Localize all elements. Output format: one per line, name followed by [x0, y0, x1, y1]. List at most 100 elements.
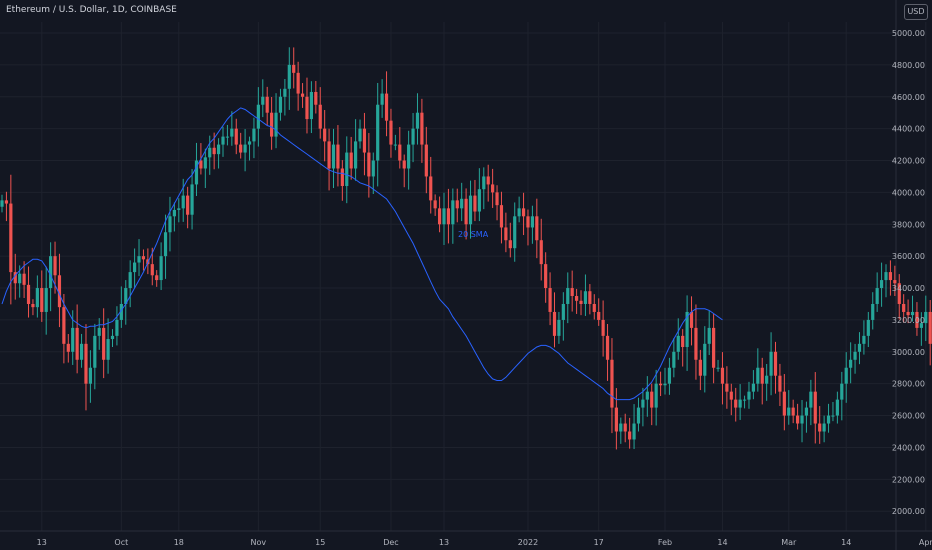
candle-body [720, 367, 725, 384]
candle-body [318, 104, 322, 129]
candle-body [879, 280, 884, 289]
candle-body [26, 284, 31, 304]
candle-body [561, 303, 565, 320]
candle-body [261, 96, 265, 105]
candle-body [773, 351, 778, 376]
candle-body [681, 335, 685, 348]
candle-body [274, 112, 278, 137]
candle-body [49, 256, 53, 289]
candle-body [813, 391, 817, 424]
candle-body [689, 311, 694, 328]
candle-body [141, 256, 146, 260]
candle-body [725, 383, 729, 392]
candle-body [482, 176, 486, 190]
candle-body [667, 367, 672, 384]
candle-body [442, 208, 446, 225]
candle-body [888, 272, 893, 281]
candle-body [844, 367, 848, 384]
candle-body [296, 72, 300, 94]
candle-body [102, 327, 106, 360]
candle-body [265, 96, 269, 113]
candle-body [53, 256, 57, 276]
candle-body [216, 144, 221, 155]
candle-body [826, 415, 831, 424]
price-tick-label: 3200.00 [892, 316, 925, 325]
candle-body [9, 203, 13, 273]
candle-body [477, 189, 481, 212]
candle-body [194, 160, 199, 185]
candle-body [623, 423, 627, 432]
time-tick-label: Apr [919, 538, 932, 547]
candle-body [159, 256, 163, 281]
candle-body [93, 335, 97, 368]
candle-body [331, 144, 336, 169]
candle-body [163, 232, 168, 257]
candle-body [570, 288, 574, 297]
sma-20-line [1, 107, 723, 401]
price-tick-label: 4000.00 [892, 188, 925, 197]
candle-body [199, 160, 203, 169]
price-tick-label: 2600.00 [892, 412, 925, 421]
candle-body [133, 262, 137, 273]
candle-body [292, 64, 296, 73]
candle-body [765, 375, 769, 384]
candle-body [658, 383, 663, 386]
candle-body [557, 319, 561, 336]
candle-body [433, 200, 437, 209]
candle-body [910, 311, 915, 316]
time-tick-label: 13 [37, 538, 47, 547]
candle-body [468, 195, 473, 225]
candle-body [849, 359, 853, 368]
candle-body [614, 407, 618, 432]
candle-body [203, 157, 207, 169]
candle-body [857, 343, 862, 352]
candle-body [446, 208, 451, 225]
price-tick-label: 2400.00 [892, 443, 925, 452]
candle-body [597, 311, 601, 320]
candle-body [491, 184, 495, 193]
candle-body [177, 208, 181, 210]
candle-body [407, 144, 411, 169]
candle-body [610, 359, 614, 408]
candle-body [672, 351, 676, 368]
candle-body [62, 307, 66, 344]
candle-body [875, 288, 879, 304]
candle-body [84, 343, 88, 384]
candle-body [495, 192, 499, 206]
candle-body [362, 128, 367, 153]
candle-body [787, 407, 791, 416]
candle-body [530, 216, 534, 228]
candle-body [22, 273, 26, 285]
time-tick-label: 13 [439, 538, 449, 547]
candle-body [208, 147, 212, 158]
price-tick-label: 2800.00 [892, 380, 925, 389]
time-axis[interactable]: 13Oct18Nov15Dec13202217Feb14Mar14Apr18Ma… [37, 538, 932, 547]
sma-20-label: 20 SMA [458, 230, 489, 239]
candle-body [707, 327, 711, 344]
candle-body [13, 272, 17, 284]
candle-body [729, 391, 733, 400]
candle-body [420, 112, 424, 145]
candle-body [340, 168, 344, 187]
candle-body [473, 195, 477, 212]
candle-body [906, 311, 910, 316]
candle-body [278, 96, 283, 113]
candle-body [822, 423, 826, 432]
price-axis[interactable]: 2000.00 2200.00 2400.00 2600.00 2800.00 3000.… [892, 29, 925, 516]
time-tick-label: 14 [717, 538, 727, 547]
candle-body [703, 343, 707, 376]
candle-body [716, 367, 720, 369]
candle-body [57, 275, 62, 308]
candle-body [411, 128, 415, 145]
candle-body [619, 423, 623, 432]
currency-button[interactable]: USD [904, 4, 928, 20]
candle-body [398, 144, 402, 161]
candle-body [212, 147, 216, 155]
candle-body [150, 264, 154, 276]
price-tick-label: 4600.00 [892, 93, 925, 102]
candle-body [804, 407, 809, 416]
time-tick-label: 2022 [518, 538, 538, 547]
candle-body [840, 383, 844, 400]
time-tick-label: 15 [315, 538, 325, 547]
